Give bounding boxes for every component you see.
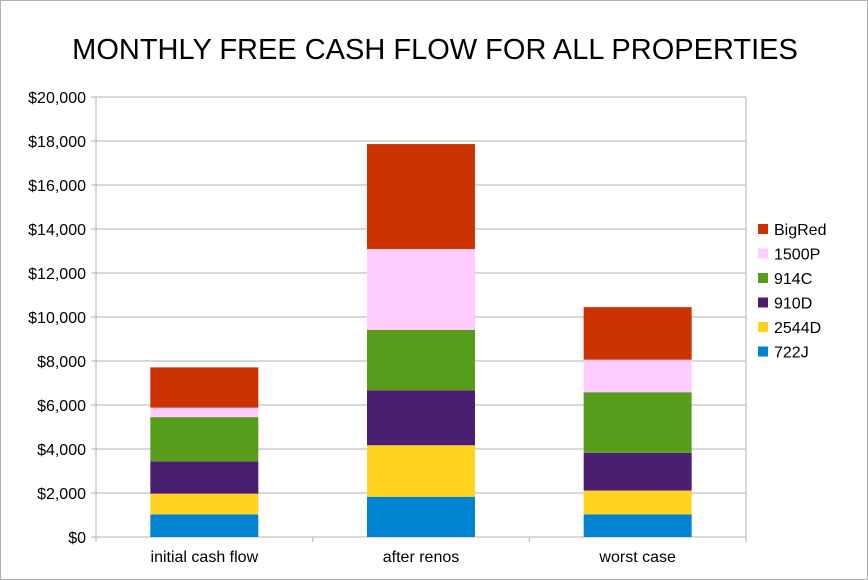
- y-tick-label: $16,000: [28, 178, 86, 195]
- bar-914c-3: [583, 392, 692, 453]
- bar-910d-3: [583, 452, 692, 491]
- legend: BigRed 1500P 914C 910D 2544D 722J: [758, 222, 826, 362]
- bar-722j-2: [367, 496, 475, 537]
- bars: [150, 144, 692, 537]
- legend-swatch-2544d: [758, 322, 768, 332]
- bar-1500p-1: [150, 407, 259, 418]
- chart-title: MONTHLY FREE CASH FLOW FOR ALL PROPERTIE…: [72, 34, 798, 66]
- legend-swatch-910d: [758, 297, 768, 308]
- y-tick-label: $18,000: [28, 134, 86, 151]
- legend-label: BigRed: [774, 222, 826, 239]
- x-tick-label: initial cash flow: [151, 549, 259, 566]
- bar-bigred-1: [150, 367, 259, 408]
- bar-722j-1: [150, 514, 259, 537]
- y-tick-label: $12,000: [28, 266, 86, 283]
- legend-swatch-bigred: [758, 224, 768, 234]
- bar-910d-2: [367, 390, 475, 446]
- y-axis-ticks: $0 $2,000 $4,000 $6,000 $8,000 $10,000 $12,000…: [28, 90, 86, 547]
- legend-swatch-1500p: [758, 248, 768, 259]
- y-tick-label: $10,000: [28, 310, 86, 327]
- y-tick-label: $6,000: [37, 398, 86, 415]
- bar-bigred-3: [583, 307, 692, 360]
- y-tick-label: $4,000: [37, 442, 86, 459]
- legend-label: 722J: [774, 345, 809, 362]
- y-tick-label: $8,000: [37, 354, 86, 371]
- x-tick-label: after renos: [383, 549, 459, 566]
- legend-label: 2544D: [774, 320, 821, 337]
- bar-2544d-2: [367, 445, 475, 497]
- legend-label: 910D: [774, 296, 812, 313]
- bar-1500p-2: [367, 249, 475, 330]
- bar-722j-3: [583, 514, 692, 537]
- x-tick-label: worst case: [598, 549, 676, 566]
- legend-label: 1500P: [774, 247, 820, 264]
- y-tick-label: $2,000: [37, 486, 86, 503]
- legend-swatch-914c: [758, 273, 768, 283]
- bar-914c-1: [150, 417, 259, 462]
- bar-910d-1: [150, 461, 259, 494]
- bar-bigred-2: [367, 144, 475, 250]
- legend-label: 914C: [774, 271, 812, 288]
- bar-1500p-3: [583, 359, 692, 393]
- bar-914c-2: [367, 329, 475, 391]
- bar-2544d-3: [583, 490, 692, 515]
- y-tick-label: $20,000: [28, 90, 86, 107]
- x-axis-ticks: initial cash flow after renos worst case: [151, 549, 676, 566]
- bar-2544d-1: [150, 493, 259, 515]
- y-tick-label: $14,000: [28, 222, 86, 239]
- legend-swatch-722j: [758, 346, 768, 357]
- y-tick-label: $0: [68, 530, 86, 547]
